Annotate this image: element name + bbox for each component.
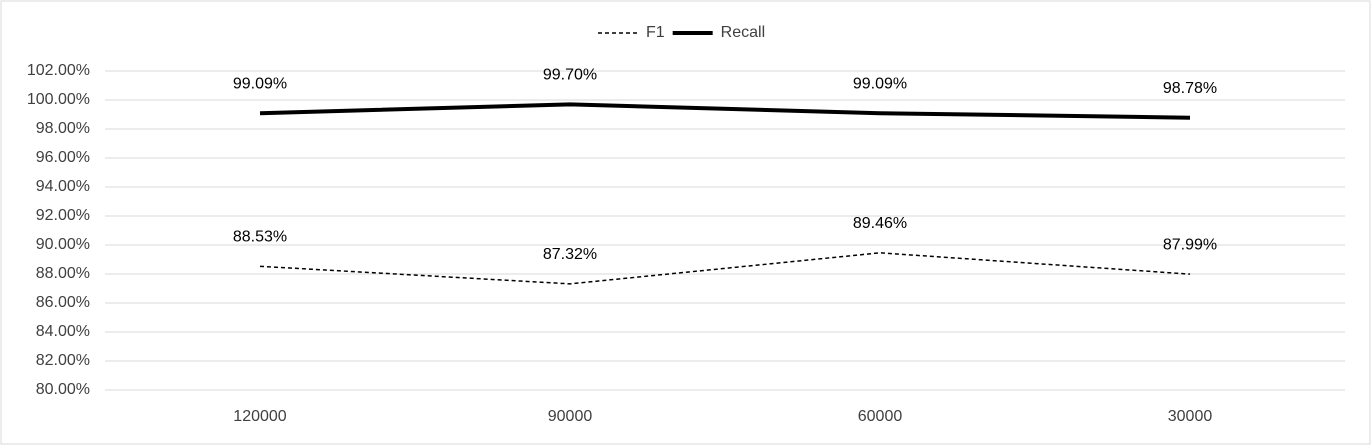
- y-tick-label: 94.00%: [36, 178, 90, 195]
- series-line: [259, 252, 1191, 285]
- series-line: [259, 102, 1191, 120]
- y-tick-label: 92.00%: [36, 207, 90, 224]
- y-tick-label: 84.00%: [36, 323, 90, 340]
- legend-label: F1: [646, 24, 665, 41]
- y-tick-label: 98.00%: [36, 120, 90, 137]
- data-label: 87.32%: [543, 246, 597, 263]
- data-label: 99.70%: [543, 67, 597, 84]
- x-tick-label: 60000: [858, 408, 903, 425]
- y-tick-label: 96.00%: [36, 149, 90, 166]
- y-tick-label: 80.00%: [36, 381, 90, 398]
- data-label: 99.09%: [233, 75, 287, 92]
- y-tick-label: 90.00%: [36, 236, 90, 253]
- data-label: 88.53%: [233, 229, 287, 246]
- y-tick-label: 100.00%: [27, 91, 90, 108]
- x-tick-label: 120000: [233, 408, 286, 425]
- y-tick-label: 102.00%: [27, 62, 90, 79]
- y-tick-label: 82.00%: [36, 352, 90, 369]
- data-label: 87.99%: [1163, 236, 1217, 253]
- legend-label: Recall: [721, 24, 765, 41]
- data-label: 89.46%: [853, 215, 907, 232]
- y-tick-label: 88.00%: [36, 265, 90, 282]
- data-label: 99.09%: [853, 75, 907, 92]
- x-tick-label: 30000: [1168, 408, 1213, 425]
- y-tick-label: 86.00%: [36, 294, 90, 311]
- x-tick-label: 90000: [548, 408, 593, 425]
- data-label: 98.78%: [1163, 80, 1217, 97]
